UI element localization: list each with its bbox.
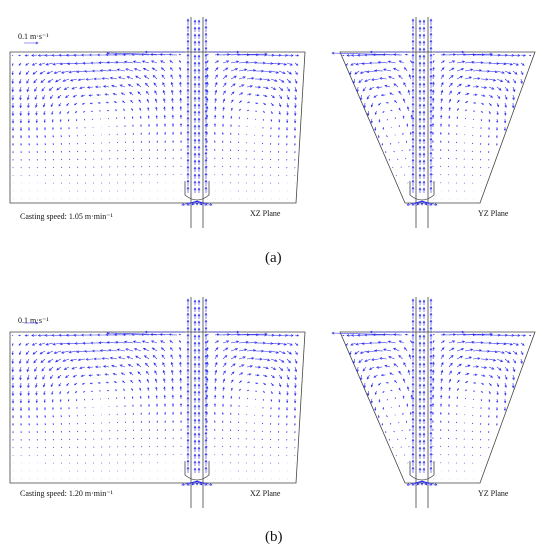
nozzle (409, 17, 435, 228)
nozzle (409, 297, 435, 508)
jet-vectors (331, 298, 493, 486)
plane-label: YZ Plane (478, 209, 509, 218)
jet-vectors (331, 18, 493, 206)
xz-outline (9, 331, 306, 484)
yz-outline (339, 51, 536, 204)
flow-vectors (11, 53, 300, 200)
casting-speed: Casting speed: 1.05 m·min⁻¹ (20, 212, 113, 221)
scale-label: 0.1 m·s⁻¹ (18, 32, 49, 41)
scale-arrow (24, 41, 39, 45)
flow-vectors (11, 333, 300, 480)
panel-caption: (b) (265, 529, 283, 545)
casting-speed: Casting speed: 1.20 m·min⁻¹ (20, 489, 113, 498)
plane-label: XZ Plane (250, 209, 281, 218)
jet-vectors (106, 18, 268, 206)
nozzle (184, 297, 210, 508)
flow-vectors (342, 53, 532, 200)
flow-vectors (342, 333, 532, 480)
jet-vectors (106, 298, 268, 486)
scale-label: 0.1 m·s⁻¹ (18, 316, 49, 325)
scale-arrow (24, 321, 39, 325)
yz-outline (339, 331, 536, 484)
panel-caption: (a) (265, 250, 282, 266)
plane-label: XZ Plane (250, 489, 281, 498)
xz-outline (9, 51, 306, 204)
plane-label: YZ Plane (478, 489, 509, 498)
nozzle (184, 17, 210, 228)
